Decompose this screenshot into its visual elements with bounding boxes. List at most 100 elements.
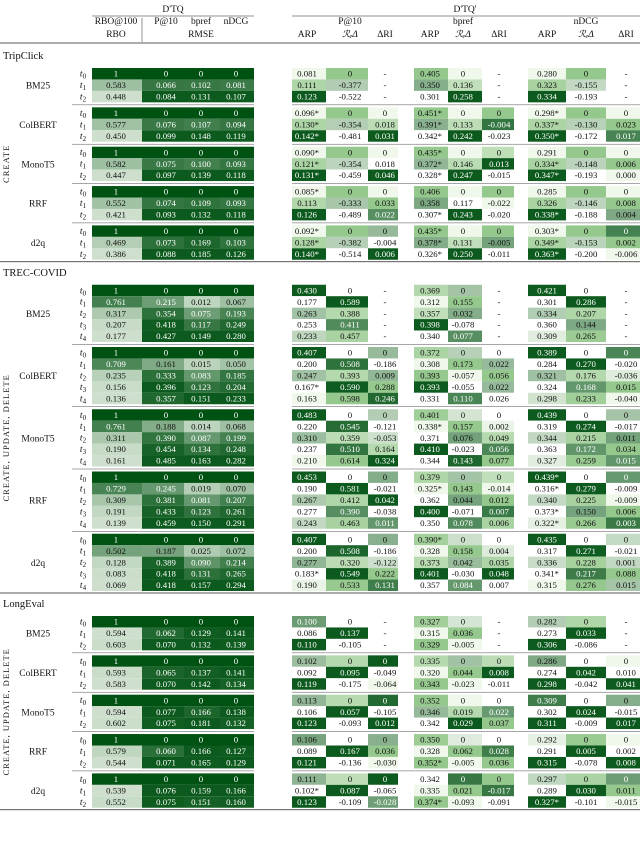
- table-cell: 0.448: [106, 92, 126, 102]
- table-cell: 0.410: [420, 444, 440, 454]
- cell-bg: [606, 556, 640, 569]
- vertical-operation-label: CREATE, UPDATE, DELETE: [1, 374, 11, 501]
- table-cell: 1: [114, 226, 118, 236]
- cell-bg: [184, 146, 220, 159]
- table-cell: -0.055: [452, 382, 475, 392]
- table-cell: 0.109: [191, 198, 211, 208]
- cell-bg: [606, 90, 640, 103]
- cell-bg: [326, 666, 368, 679]
- table-cell: 0.004: [616, 210, 636, 220]
- table-cell: -: [498, 285, 501, 295]
- cell-bg: [566, 745, 606, 757]
- table-cell: 0: [199, 735, 204, 745]
- cell-bg: [92, 358, 142, 370]
- table-cell: 0.298: [537, 679, 557, 689]
- cell-bg: [92, 158, 142, 170]
- cell-bg: [414, 381, 448, 393]
- table-cell: 0: [199, 348, 204, 358]
- cell-bg: [292, 638, 326, 651]
- table-cell: 0.033: [576, 628, 596, 638]
- table-cell: 0.067: [226, 297, 246, 307]
- table-cell: -0.093: [452, 797, 475, 807]
- table-cell: 0: [497, 410, 502, 420]
- cell-bg: [414, 545, 448, 557]
- cell-bg: [368, 756, 398, 769]
- cell-bg: [326, 225, 368, 237]
- table-cell: 0.250: [453, 249, 473, 259]
- time-label: t0: [80, 696, 87, 707]
- cell-bg: [414, 756, 448, 769]
- cell-bg: [142, 655, 184, 667]
- time-label: t2: [80, 92, 87, 103]
- table-cell: -0.005: [488, 237, 511, 247]
- cell-bg: [184, 381, 220, 393]
- time-label: t0: [80, 349, 87, 360]
- method-label: ColBERT: [19, 669, 57, 679]
- cell-bg: [220, 694, 254, 707]
- cell-bg: [566, 666, 606, 679]
- header-left-col-3: nDCG: [224, 17, 249, 27]
- cell-bg: [606, 734, 640, 746]
- time-label: t2: [80, 496, 87, 507]
- time-label: t0: [80, 188, 87, 199]
- cell-bg: [528, 616, 566, 628]
- cell-bg: [528, 627, 566, 639]
- table-cell: -0.065: [374, 785, 397, 795]
- table-cell: 0.222: [375, 569, 395, 579]
- table-cell: 0.025: [191, 546, 211, 556]
- cell-bg: [292, 236, 326, 249]
- cell-bg: [292, 666, 326, 679]
- table-cell: 0.001: [616, 557, 636, 567]
- cell-bg: [184, 169, 220, 182]
- table-cell: 0.324: [375, 456, 395, 466]
- cell-bg: [414, 579, 448, 591]
- cell-bg: [566, 236, 606, 249]
- table-cell: -0.015: [488, 170, 511, 180]
- cell-bg: [566, 455, 606, 467]
- cell-bg: [220, 568, 254, 580]
- cell-bg: [184, 666, 220, 679]
- cell-bg: [528, 79, 566, 91]
- table-cell: -0.459: [339, 170, 362, 180]
- cell-bg: [482, 79, 514, 91]
- cell-bg: [606, 666, 640, 679]
- time-label: t2: [80, 558, 87, 569]
- cell-bg: [448, 517, 482, 529]
- time-label: t0: [80, 286, 87, 297]
- table-cell: 0: [497, 187, 502, 197]
- table-cell: 0.111: [297, 80, 316, 90]
- table-cell: 0.390*: [418, 534, 442, 544]
- table-cell: 0.335: [420, 785, 440, 795]
- table-cell: 0.342: [420, 774, 440, 784]
- table-cell: -0.036: [615, 371, 638, 381]
- table-cell: -0.105: [339, 640, 362, 650]
- cell-bg: [184, 734, 220, 746]
- time-label: t0: [80, 736, 87, 747]
- cell-bg: [482, 208, 514, 221]
- table-cell: 0: [624, 774, 629, 784]
- table-cell: 0.277: [297, 506, 317, 516]
- header-left-col-0: RBO@100: [95, 17, 138, 27]
- cell-bg: [184, 638, 220, 651]
- cell-bg: [528, 319, 566, 331]
- cell-bg: [292, 579, 326, 591]
- method-label: ColBERT: [19, 121, 57, 131]
- cell-bg: [220, 706, 254, 718]
- cell-bg: [528, 208, 566, 221]
- cell-bg: [220, 420, 254, 433]
- cell-bg: [606, 146, 640, 159]
- table-cell: 0.002: [616, 237, 636, 247]
- cell-bg: [606, 756, 640, 769]
- table-cell: 0: [584, 348, 589, 358]
- table-cell: -0.030: [452, 569, 475, 579]
- table-cell: 0.761: [106, 421, 126, 431]
- table-cell: 0: [584, 617, 589, 627]
- table-cell: 0.343: [420, 679, 440, 689]
- table-cell: -0.011: [488, 249, 510, 259]
- cell-bg: [414, 79, 448, 91]
- cell-bg: [326, 248, 368, 260]
- cell-bg: [92, 118, 142, 131]
- time-label: t2: [80, 758, 87, 769]
- table-cell: 0.176: [576, 371, 596, 381]
- cell-bg: [482, 627, 514, 639]
